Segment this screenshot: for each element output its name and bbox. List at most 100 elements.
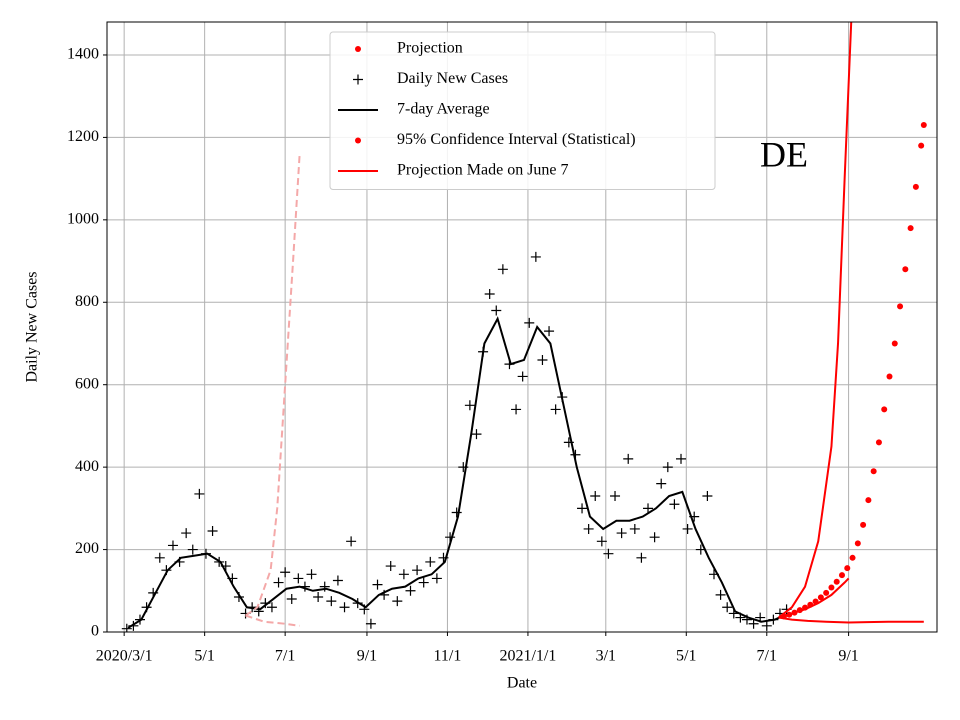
projection-dot (875, 439, 882, 446)
case-marker (544, 326, 555, 337)
case-marker (748, 618, 759, 629)
y-tick-label: 0 (91, 623, 99, 640)
case-marker (332, 575, 343, 586)
projection-dot (912, 183, 919, 190)
y-axis-label: Daily New Cases (24, 271, 41, 382)
projection-dot (918, 142, 925, 149)
case-marker (319, 581, 330, 592)
projection-dot (844, 565, 851, 572)
case-marker (722, 602, 733, 613)
case-marker (702, 490, 713, 501)
case-marker (280, 567, 291, 578)
series-line (244, 153, 301, 617)
case-marker (761, 620, 772, 631)
case-marker (266, 602, 277, 613)
case-marker (412, 565, 423, 576)
legend-label: Projection Made on June 7 (397, 162, 569, 179)
case-marker (398, 569, 409, 580)
projection-dot (823, 589, 830, 596)
x-tick-label: 2021/1/1 (499, 648, 556, 665)
case-marker (286, 594, 297, 605)
case-marker (511, 404, 522, 415)
x-tick-label: 7/1 (275, 648, 295, 665)
case-marker (577, 503, 588, 514)
x-tick-label: 7/1 (757, 648, 777, 665)
case-marker (669, 499, 680, 510)
x-axis-label: Date (507, 675, 537, 692)
case-marker (313, 591, 324, 602)
case-marker (194, 488, 205, 499)
case-marker (537, 354, 548, 365)
legend-box (329, 31, 716, 190)
case-marker (643, 503, 654, 514)
x-tick-label: 9/1 (838, 648, 858, 665)
projection-dot (886, 373, 893, 380)
case-marker (484, 289, 495, 300)
axes-frame (106, 21, 938, 633)
case-marker (418, 577, 429, 588)
plot-area (121, 22, 927, 632)
ticks: 0 200 400 600 800 1000 1200 1400 2020/3/1 5/1 7/1 9… (67, 46, 859, 665)
legend-marker (355, 137, 361, 144)
case-marker (451, 507, 462, 518)
case-marker (464, 400, 475, 411)
projection-dot (833, 578, 840, 585)
y-tick-label: 400 (75, 458, 99, 475)
y-tick-label: 600 (75, 375, 99, 392)
grid (107, 22, 937, 633)
case-marker (656, 478, 667, 489)
case-marker (629, 523, 640, 534)
projection-dot (907, 225, 914, 232)
annotation: DE (760, 134, 808, 174)
legend-label: 95% Confidence Interval (Statistical) (397, 131, 636, 148)
series-line (245, 614, 300, 627)
case-marker (497, 264, 508, 275)
case-marker (293, 573, 304, 584)
case-marker (253, 606, 264, 617)
case-marker (167, 540, 178, 551)
case-marker (682, 523, 693, 534)
y-tick-label: 800 (75, 293, 99, 310)
case-marker (154, 552, 165, 563)
case-marker (590, 490, 601, 501)
projection-dot (854, 540, 861, 547)
case-marker (405, 585, 416, 596)
x-tick-label: 3/1 (596, 648, 616, 665)
case-marker (187, 544, 198, 555)
projection-dot (902, 266, 909, 273)
case-marker (326, 596, 337, 607)
case-marker (530, 251, 541, 262)
case-marker (524, 317, 535, 328)
case-marker (715, 589, 726, 600)
legend-label: Daily New Cases (397, 70, 508, 87)
projection-dot (828, 584, 835, 591)
case-marker (636, 552, 647, 563)
case-marker (385, 561, 396, 572)
case-marker (596, 536, 607, 547)
projection-dot (817, 594, 824, 601)
x-tick-label: 11/1 (434, 648, 462, 665)
case-marker (181, 528, 192, 539)
case-marker (471, 429, 482, 440)
x-tick-label: 5/1 (194, 648, 214, 665)
case-marker (491, 305, 502, 316)
case-marker (392, 596, 403, 607)
case-marker (662, 462, 673, 473)
case-marker (431, 573, 442, 584)
series-line (778, 616, 924, 624)
case-marker (550, 404, 561, 415)
case-marker (610, 490, 621, 501)
projection-dot (860, 521, 867, 528)
case-marker (346, 536, 357, 547)
y-tick-label: 1400 (67, 46, 99, 63)
series-line (127, 316, 785, 629)
case-marker (616, 528, 627, 539)
projection-dot (849, 554, 856, 561)
legend-label: 7-day Average (397, 101, 490, 118)
projection-dot (865, 497, 872, 504)
case-marker (603, 548, 614, 559)
x-tick-label: 9/1 (357, 648, 377, 665)
case-marker (425, 556, 436, 567)
